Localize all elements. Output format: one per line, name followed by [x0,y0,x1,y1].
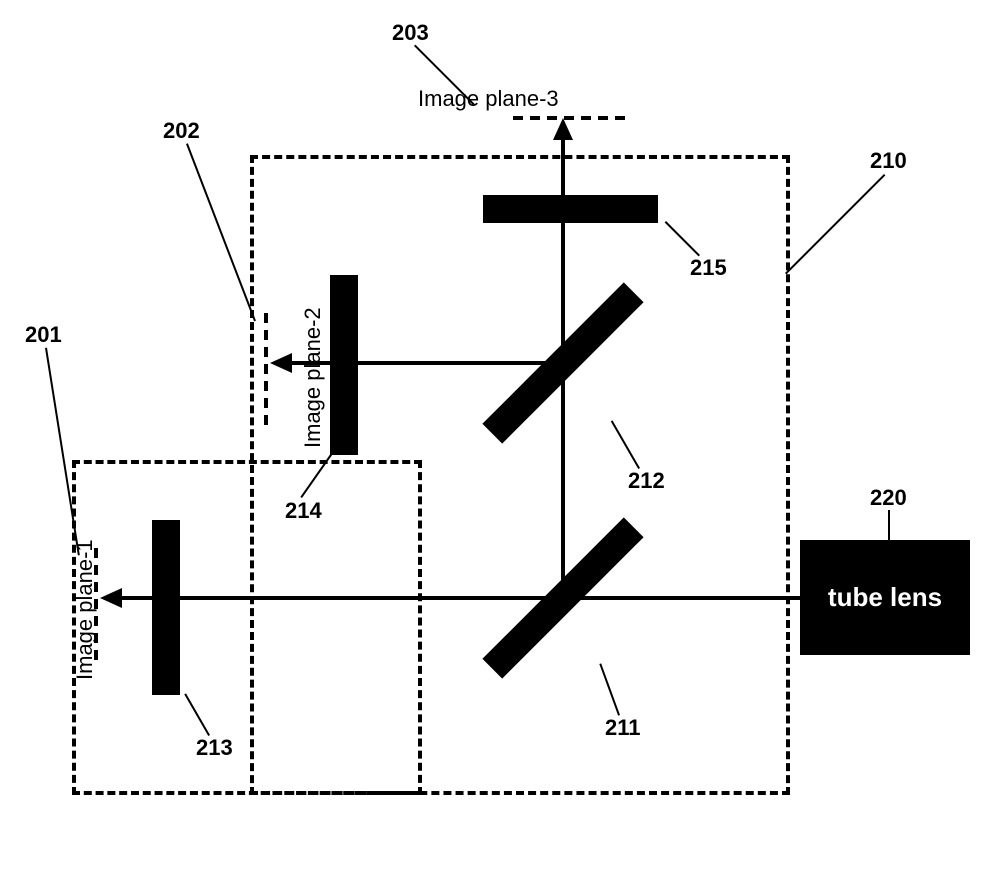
leader-220 [888,510,890,545]
arrow-to-plane-3 [553,118,573,140]
label-214: 214 [285,498,322,524]
label-203: 203 [392,20,429,46]
label-215: 215 [690,255,727,281]
leader-201 [45,348,80,556]
leader-210 [785,174,885,274]
axis-horizontal-main [110,596,800,600]
image-plane-2-label: Image plane-2 [300,307,326,448]
image-plane-3-label: Image plane-3 [418,86,559,112]
leader-202 [186,143,256,321]
label-213: 213 [196,735,233,761]
label-201: 201 [25,322,62,348]
label-202: 202 [163,118,200,144]
optical-diagram: tube lens Image plane-1 Image plane-2 Im… [0,0,1000,878]
label-210: 210 [870,148,907,174]
filter-215 [483,195,658,223]
label-220: 220 [870,485,907,511]
label-212: 212 [628,468,665,494]
tube-lens: tube lens [800,540,970,655]
filter-214 [330,275,358,455]
filter-213 [152,520,180,695]
label-211: 211 [605,715,641,741]
arrow-to-plane-2 [270,353,292,373]
arrow-to-plane-1 [100,588,122,608]
tube-lens-label: tube lens [828,582,942,613]
enclosure-mask-1 [254,464,418,791]
image-plane-1-label: Image plane-1 [72,539,98,680]
